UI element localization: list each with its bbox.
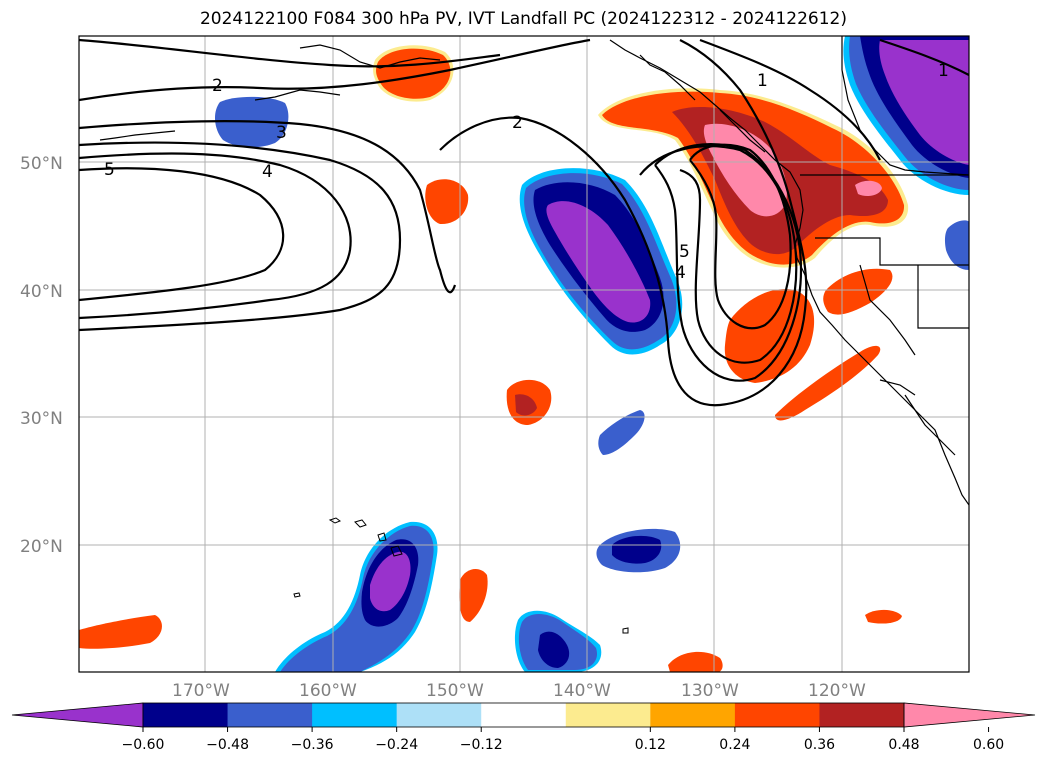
colorbar-segment (396, 703, 482, 727)
lat-label: 50°N (20, 154, 63, 174)
colorbar-tick-label: 0.12 (635, 737, 666, 753)
lat-label: 40°N (20, 282, 63, 302)
contour-labels: 2 2 1 1 3 4 5 5 4 (104, 61, 949, 283)
islands (293, 517, 629, 634)
colorbar-extend-low (11, 702, 144, 728)
lon-label: 130°W (681, 681, 739, 701)
contour-label: 4 (675, 263, 686, 283)
contour-label: 2 (212, 76, 223, 96)
contour-label: 5 (679, 242, 690, 262)
colorbar-segment (143, 703, 229, 727)
colorbar: −0.60 −0.48 −0.36 −0.24 −0.12 0.12 0.24 0.36 0.4… (11, 702, 1036, 753)
contour-label: 4 (262, 162, 273, 182)
lon-labels: 170°W 160°W 150°W 140°W 130°W 120°W (172, 681, 866, 701)
shading-layer (79, 36, 969, 672)
lat-label: 30°N (20, 409, 63, 429)
lon-label: 140°W (553, 681, 611, 701)
colorbar-segment (650, 703, 736, 727)
colorbar-frame (142, 702, 905, 728)
colorbar-tick-label: −0.24 (375, 737, 418, 753)
plot-title: 2024122100 F084 300 hPa PV, IVT Landfall… (199, 9, 847, 29)
lon-label: 150°W (426, 681, 484, 701)
colorbar-segment (312, 703, 398, 727)
contour-label: 5 (104, 160, 115, 180)
colorbar-tick-label: −0.36 (291, 737, 334, 753)
colorbar-tick-label: 0.36 (804, 737, 835, 753)
lat-labels: 50°N 40°N 30°N 20°N (20, 154, 63, 557)
lon-label: 120°W (808, 681, 866, 701)
coastlines (99, 36, 969, 506)
colorbar-segment (565, 703, 651, 727)
colorbar-segment (819, 703, 905, 727)
contour-label: 3 (276, 123, 287, 143)
colorbar-segment (227, 703, 313, 727)
lon-label: 160°W (299, 681, 357, 701)
lat-label: 20°N (20, 537, 63, 557)
colorbar-tick-label: −0.60 (122, 737, 165, 753)
colorbar-extend-high (903, 702, 1036, 728)
colorbar-tick-label: −0.48 (206, 737, 249, 753)
contour-label: 2 (512, 113, 523, 133)
colorbar-segment (481, 703, 567, 727)
map-frame (78, 35, 970, 673)
contour-label: 1 (757, 71, 768, 91)
colorbar-tick-label: −0.12 (460, 737, 503, 753)
colorbar-tick-label: 0.48 (888, 737, 919, 753)
colorbar-tick-label: 0.24 (719, 737, 750, 753)
colorbar-segment (734, 703, 820, 727)
lon-label: 170°W (172, 681, 230, 701)
pv-contours (79, 38, 969, 407)
contour-label: 1 (938, 61, 949, 81)
gridlines (79, 36, 969, 672)
colorbar-tick-label: 0.60 (973, 737, 1004, 753)
